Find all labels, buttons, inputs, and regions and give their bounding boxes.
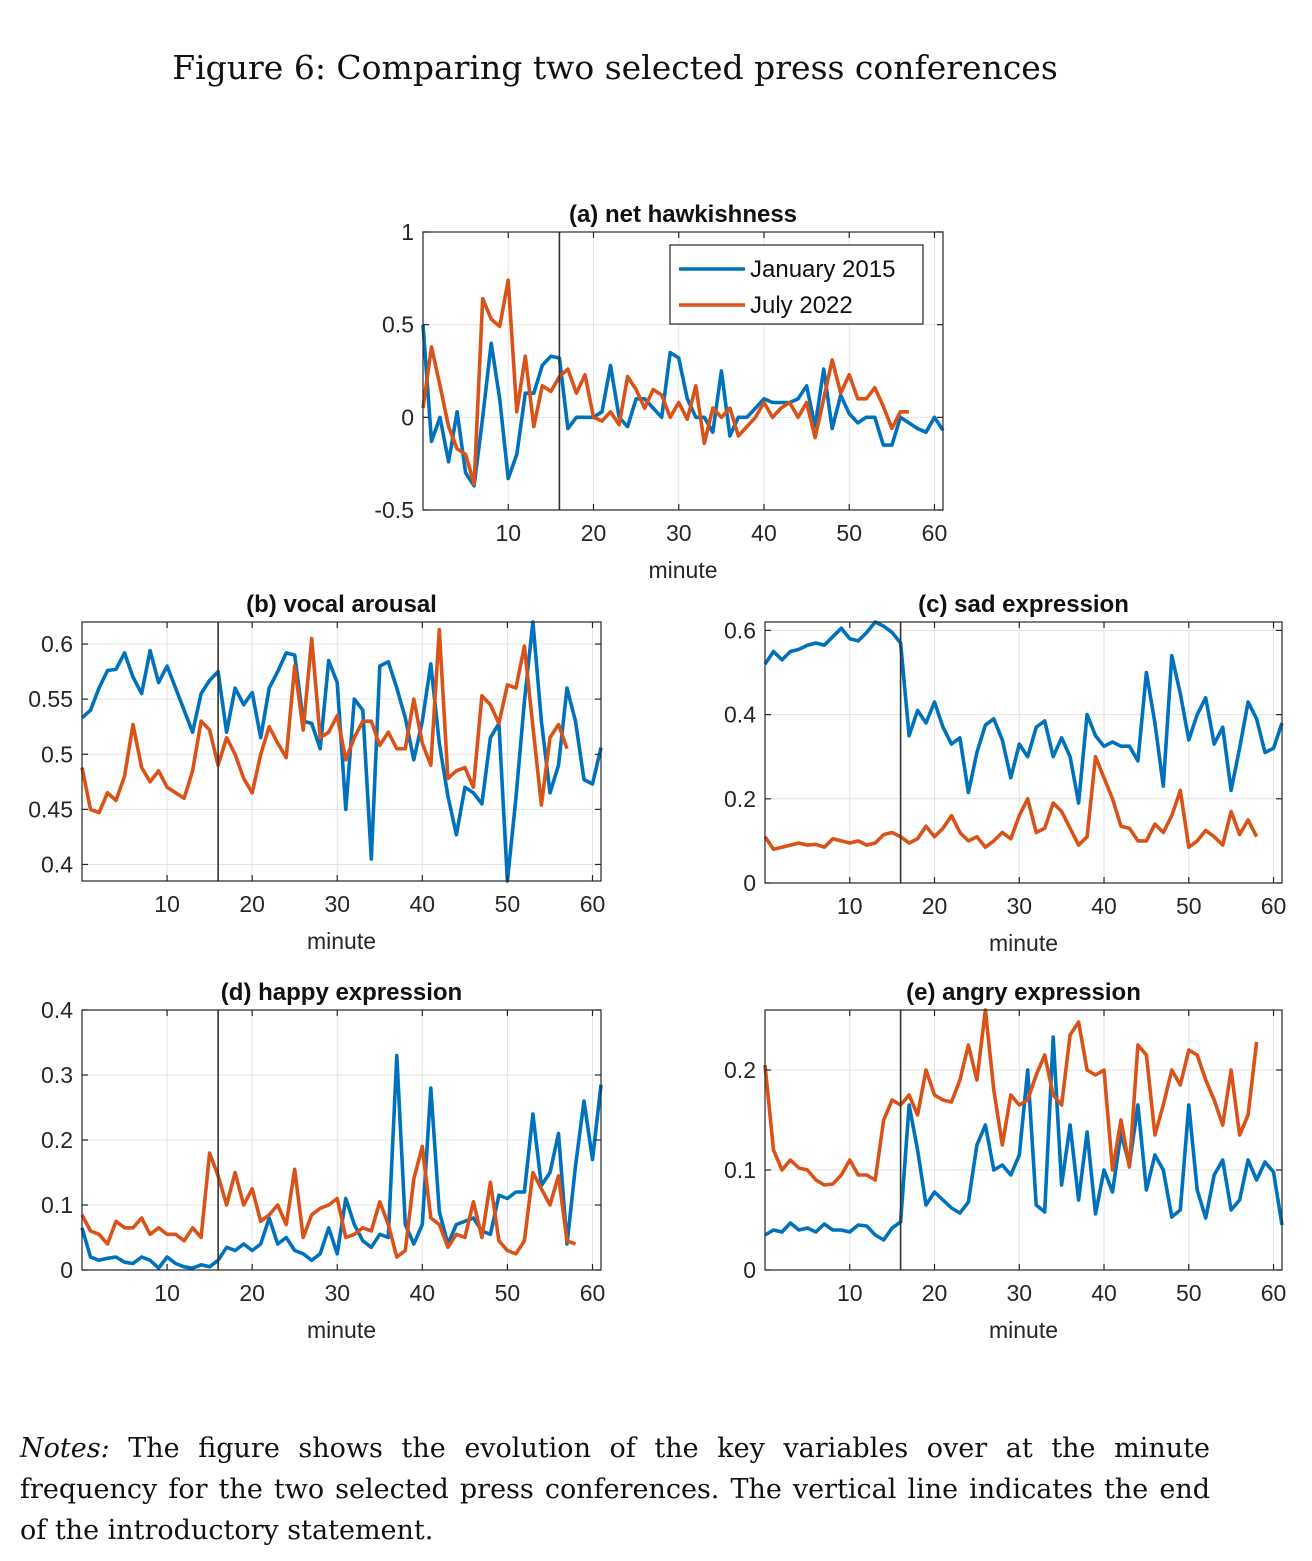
series-line-2 bbox=[763, 754, 1259, 852]
y-tick-label: 0 bbox=[60, 1257, 73, 1283]
x-axis-label: minute bbox=[307, 928, 376, 954]
y-tick-label: 0.2 bbox=[41, 1127, 73, 1153]
legend-box bbox=[669, 244, 924, 325]
panel-e-angry-expression: 10 20 30 40 50 60 0 0.1 0.2 minute (e) angry expre… bbox=[724, 979, 1286, 1343]
series-line-1 bbox=[80, 1053, 603, 1270]
x-tick-label: 60 bbox=[580, 1280, 606, 1306]
x-tick-label: 50 bbox=[1176, 893, 1202, 919]
legend: January 2015 July 2022 bbox=[669, 244, 924, 325]
figure-title: Figure 6: Comparing two selected press c… bbox=[172, 48, 1058, 87]
y-tick-label: 0.1 bbox=[724, 1157, 756, 1183]
x-tick-label: 60 bbox=[580, 891, 606, 917]
y-tick-label: 0.2 bbox=[724, 786, 756, 812]
x-tick-label: 60 bbox=[1261, 893, 1287, 919]
notes-text: The figure shows the evolution of the ke… bbox=[20, 1433, 1210, 1546]
x-tick-label: 20 bbox=[239, 891, 265, 917]
x-tick-label: 10 bbox=[837, 1280, 863, 1306]
legend-label-2: July 2022 bbox=[750, 292, 853, 319]
x-tick-label: 20 bbox=[239, 1280, 265, 1306]
y-tick-label: 0.2 bbox=[724, 1057, 756, 1083]
x-tick-label: 10 bbox=[495, 520, 521, 546]
y-tick-label: -0.5 bbox=[374, 497, 414, 523]
panel-b-vocal-arousal: 10 20 30 40 50 60 0.4 0.45 0.5 0.55 0.6 minute (b) v… bbox=[28, 591, 605, 954]
x-tick-label: 40 bbox=[410, 1280, 436, 1306]
series-line-1 bbox=[764, 1035, 1284, 1242]
y-tick-label: 1 bbox=[401, 219, 414, 245]
y-tick-label: 0 bbox=[401, 404, 414, 430]
axes-box bbox=[764, 1009, 1283, 1271]
panel-title: (d) happy expression bbox=[221, 979, 462, 1006]
x-tick-label: 30 bbox=[324, 891, 350, 917]
y-tick-label: 0 bbox=[743, 870, 756, 896]
panel-d-happy-expression: 10 20 30 40 50 60 0 0.1 0.2 0.3 0.4 minute (d) happy… bbox=[41, 979, 605, 1343]
x-tick-label: 10 bbox=[154, 891, 180, 917]
y-tick-label: 0.4 bbox=[41, 851, 73, 877]
y-tick-label: 0.45 bbox=[28, 796, 73, 822]
series-line-2 bbox=[421, 278, 909, 486]
y-tick-label: 0.5 bbox=[382, 312, 414, 338]
x-axis-label: minute bbox=[648, 557, 717, 583]
x-tick-label: 30 bbox=[1006, 893, 1032, 919]
notes-lead: Notes: bbox=[20, 1433, 110, 1464]
y-tick-label: 0.4 bbox=[41, 997, 73, 1023]
x-tick-label: 60 bbox=[1261, 1280, 1287, 1306]
y-tick-label: 0.6 bbox=[41, 631, 73, 657]
x-axis-label: minute bbox=[307, 1317, 376, 1343]
x-axis-label: minute bbox=[989, 1317, 1058, 1343]
x-tick-label: 40 bbox=[410, 891, 436, 917]
y-tick-label: 0.55 bbox=[28, 686, 73, 712]
x-tick-label: 30 bbox=[324, 1280, 350, 1306]
y-tick-label: 0.6 bbox=[724, 617, 756, 643]
x-tick-label: 40 bbox=[751, 520, 777, 546]
x-tick-label: 50 bbox=[1176, 1280, 1202, 1306]
x-tick-label: 40 bbox=[1091, 893, 1117, 919]
x-tick-label: 10 bbox=[154, 1280, 180, 1306]
series-line-2 bbox=[763, 1008, 1259, 1187]
x-axis-label: minute bbox=[989, 930, 1058, 956]
y-tick-label: 0 bbox=[743, 1257, 756, 1283]
panel-a-net-hawkishness: 10 20 30 40 50 60 -0.5 0 0.5 1 minute (a) net hawki… bbox=[374, 201, 947, 583]
series-line-2 bbox=[80, 1144, 577, 1259]
x-tick-label: 20 bbox=[922, 1280, 948, 1306]
x-tick-label: 50 bbox=[836, 520, 862, 546]
series-line-1 bbox=[421, 324, 945, 488]
axes-box bbox=[764, 621, 1283, 884]
y-tick-label: 0.3 bbox=[41, 1062, 73, 1088]
x-tick-label: 40 bbox=[1091, 1280, 1117, 1306]
panel-title: (c) sad expression bbox=[918, 591, 1129, 618]
series-line-2 bbox=[80, 627, 569, 815]
x-tick-label: 10 bbox=[837, 893, 863, 919]
legend-label-1: January 2015 bbox=[750, 256, 895, 283]
x-tick-label: 30 bbox=[666, 520, 692, 546]
panel-title: (e) angry expression bbox=[906, 979, 1141, 1006]
figure-notes: Notes: The figure shows the evolution of… bbox=[20, 1428, 1210, 1551]
x-tick-label: 20 bbox=[922, 893, 948, 919]
x-tick-label: 50 bbox=[495, 891, 521, 917]
x-tick-label: 60 bbox=[922, 520, 948, 546]
y-tick-label: 0.1 bbox=[41, 1192, 73, 1218]
axes-box bbox=[81, 621, 602, 882]
y-tick-label: 0.4 bbox=[724, 702, 756, 728]
series-line-1 bbox=[763, 620, 1284, 805]
axes-box bbox=[422, 231, 944, 511]
y-tick-label: 0.5 bbox=[41, 741, 73, 767]
x-tick-label: 30 bbox=[1006, 1280, 1032, 1306]
x-tick-label: 50 bbox=[495, 1280, 521, 1306]
x-tick-label: 20 bbox=[581, 520, 607, 546]
panel-title: (b) vocal arousal bbox=[246, 591, 437, 618]
panel-c-sad-expression: 10 20 30 40 50 60 0 0.2 0.4 0.6 minute (c) sad expr… bbox=[724, 591, 1286, 956]
panel-title: (a) net hawkishness bbox=[569, 201, 797, 228]
